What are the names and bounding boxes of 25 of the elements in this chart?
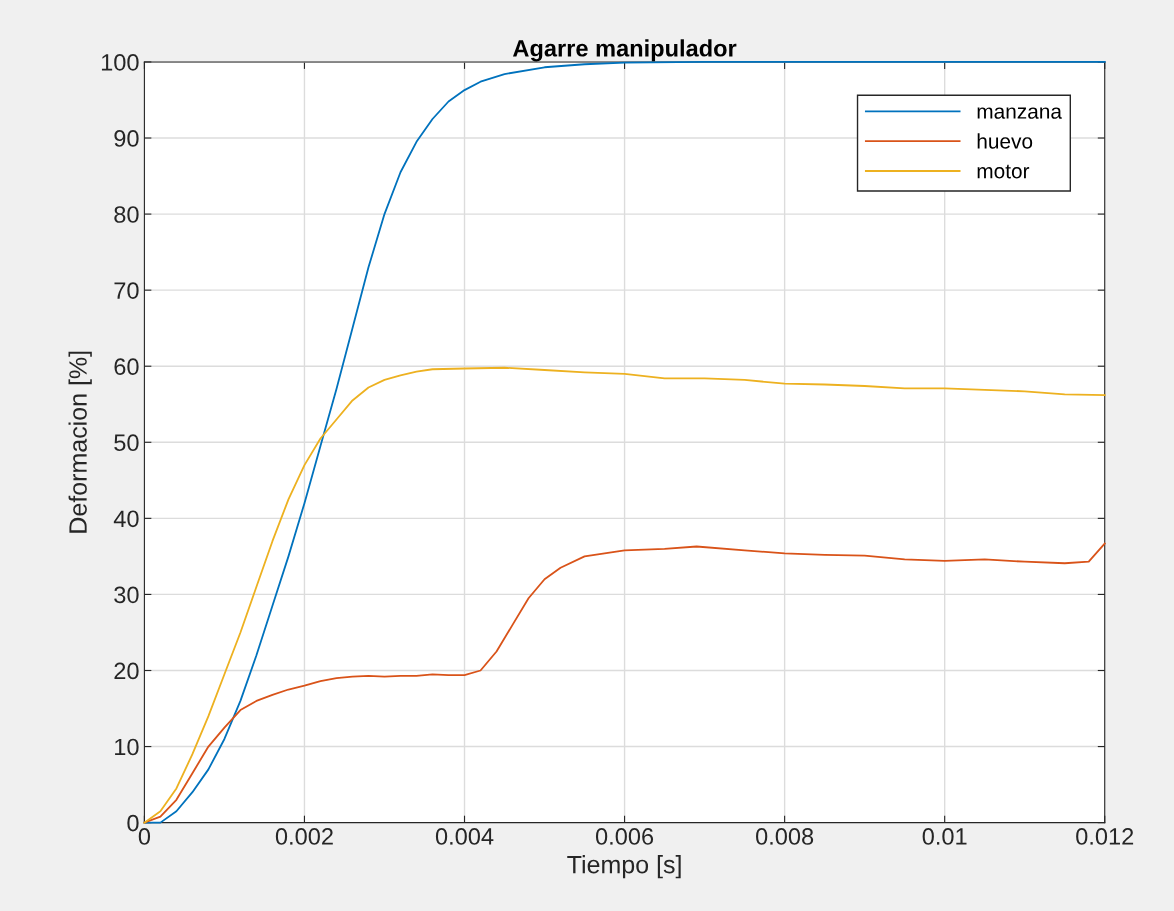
x-tick-label: 0.008 — [756, 828, 814, 845]
legend-label: motor — [977, 164, 1030, 179]
line-series — [143, 61, 1106, 824]
y-tick-label: 60 — [114, 358, 139, 376]
chart-title: Agarre manipulador — [512, 39, 737, 62]
x-tick-label: 0.006 — [595, 828, 654, 845]
y-tick-label: 30 — [114, 586, 139, 604]
y-tick-label: 20 — [114, 662, 139, 680]
y-tick-label: 40 — [113, 510, 139, 528]
y-axis-title: Deformacion [%] — [68, 351, 92, 533]
y-tick-label: 90 — [114, 130, 139, 147]
x-tick-label: 0 — [138, 828, 151, 845]
legend-label: huevo — [977, 133, 1033, 149]
x-tick-label: 0.002 — [275, 828, 333, 845]
y-tick-label: 0 — [127, 814, 139, 832]
y-tick-label: 100 — [101, 54, 139, 71]
x-tick-label: 0.012 — [1076, 828, 1134, 845]
x-tick-label: 0.004 — [435, 828, 494, 845]
legend-label: manzana — [977, 107, 1062, 119]
y-tick-label: 50 — [114, 434, 139, 452]
y-tick-label: 70 — [114, 282, 139, 299]
y-tick-label: 10 — [115, 738, 139, 756]
x-tick-label: 0.01 — [922, 828, 967, 845]
x-axis-title: Tiempo [s] — [567, 855, 681, 879]
y-tick-label: 80 — [114, 206, 139, 223]
